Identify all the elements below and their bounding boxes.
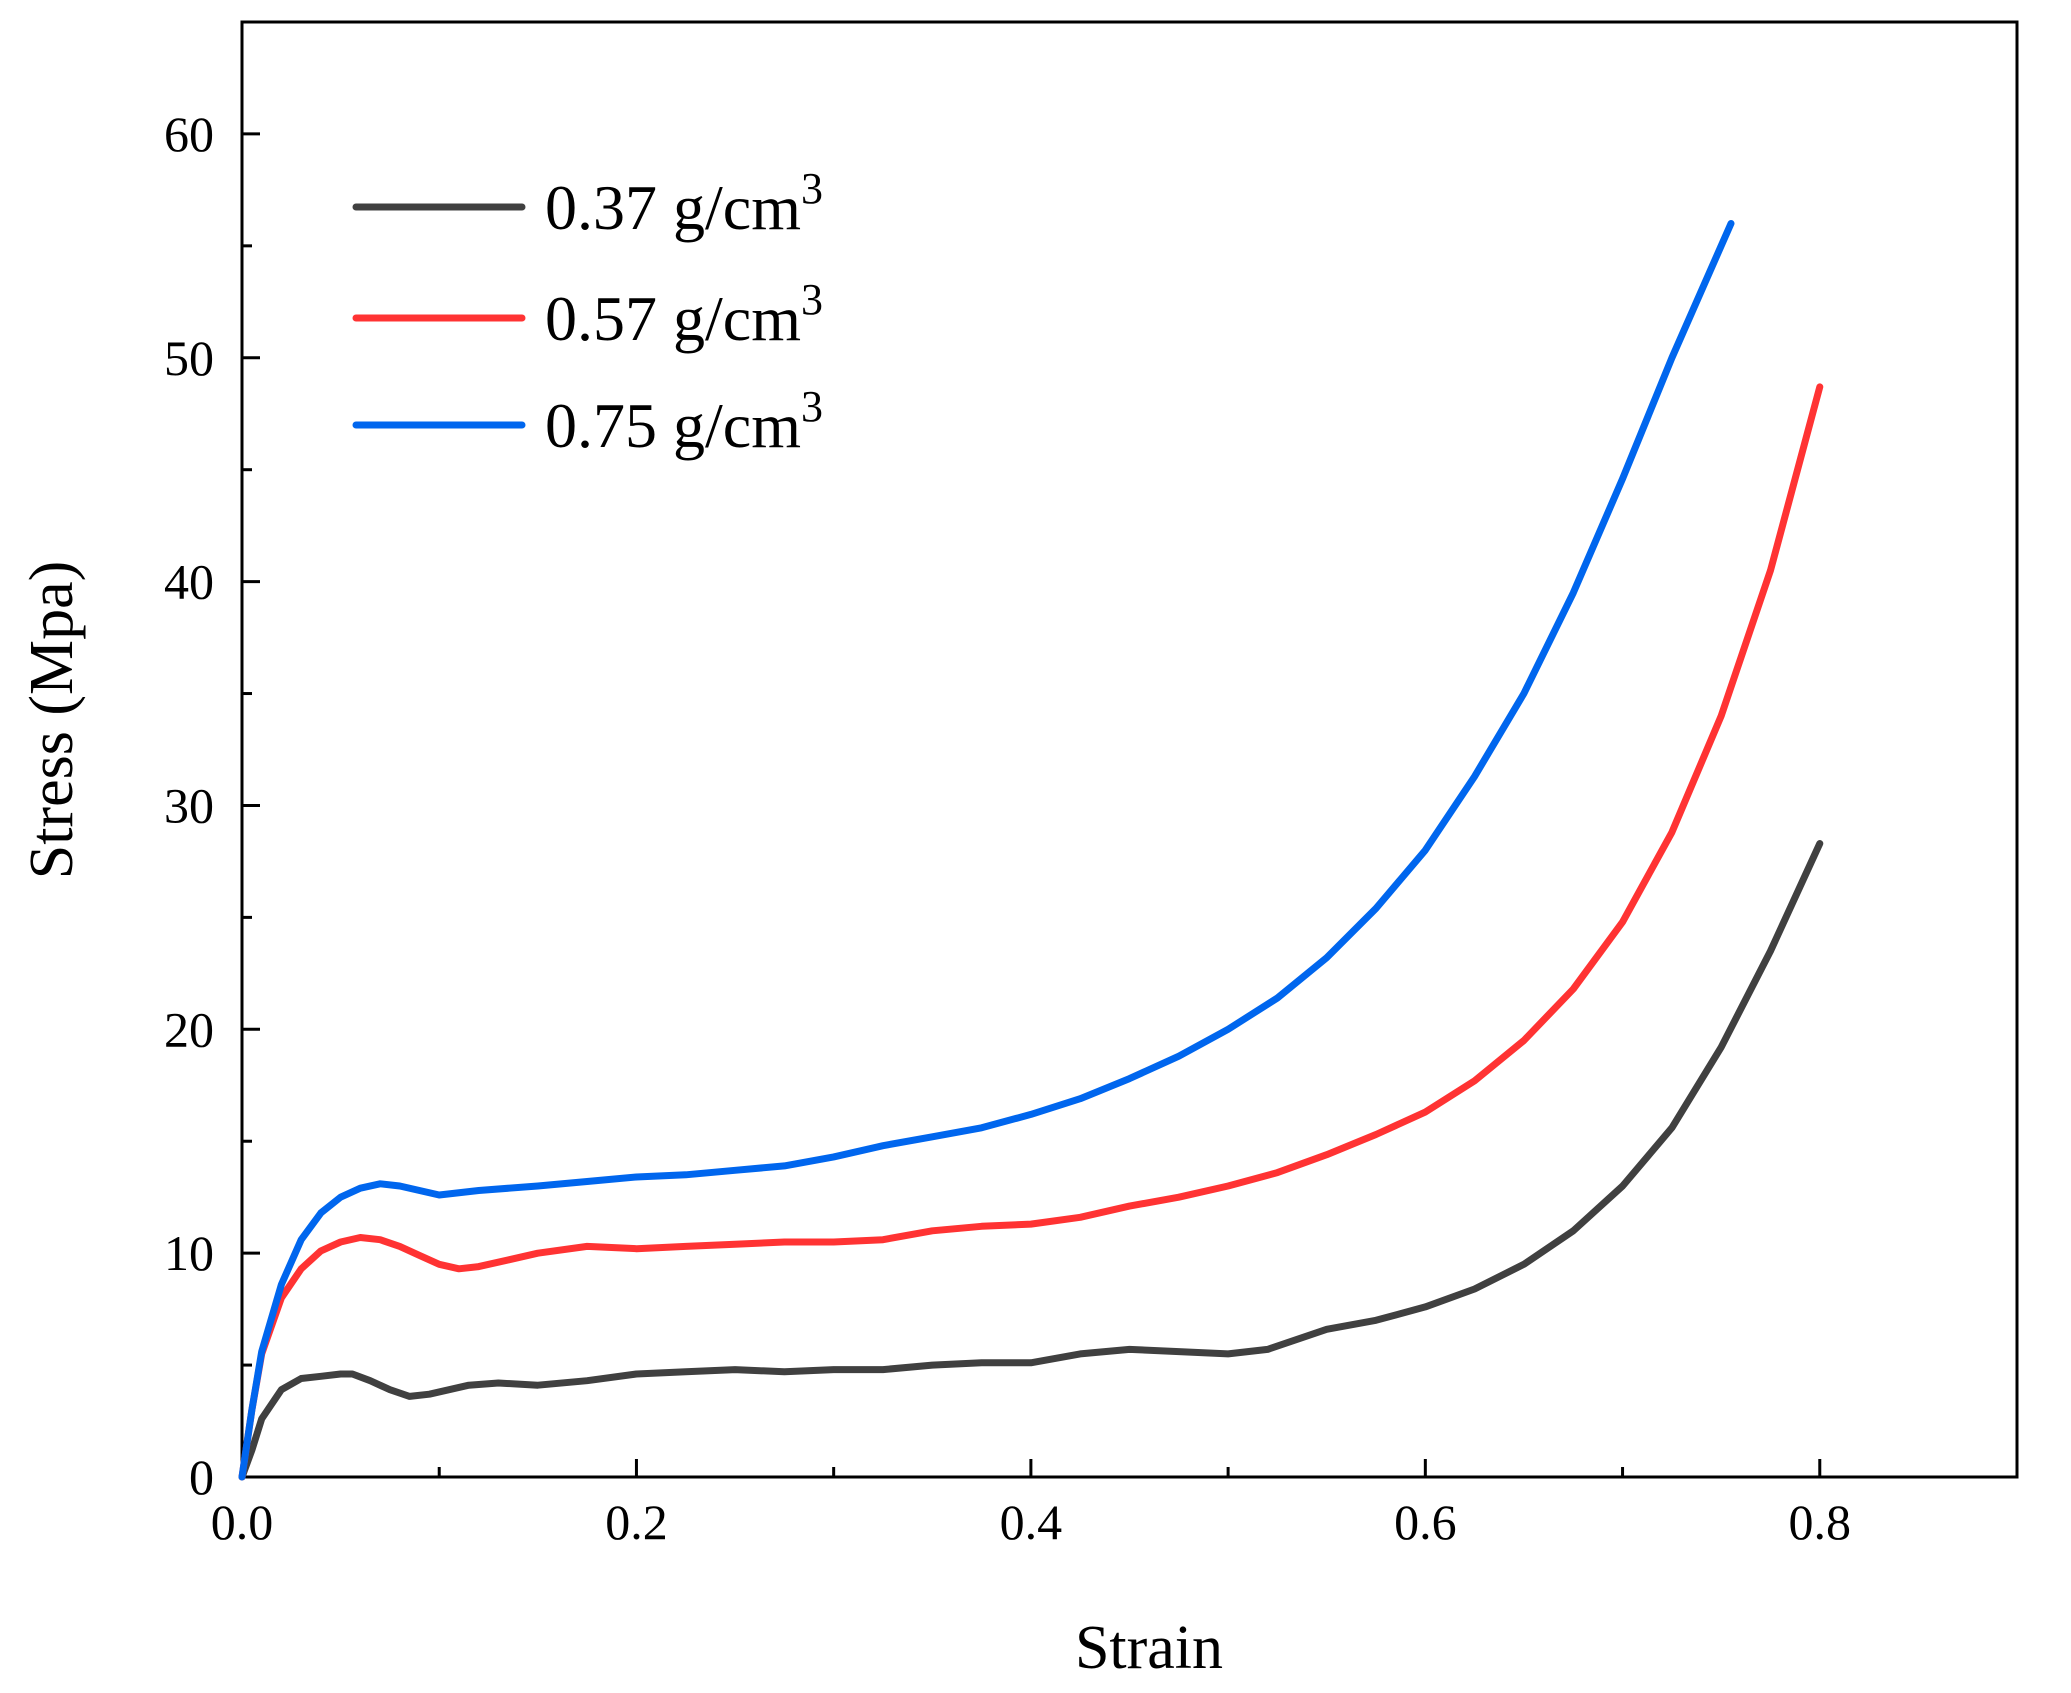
series-line-3 <box>238 220 1735 1481</box>
y-tick-label: 30 <box>164 777 214 833</box>
x-tick-label: 0.6 <box>1394 1494 1457 1550</box>
x-tick-label: 0.4 <box>1000 1494 1063 1550</box>
legend-label-superscript: 3 <box>801 382 823 431</box>
series-lines <box>238 220 1824 1481</box>
x-axis-tick-labels: 0.0 0.2 0.4 0.6 0.8 <box>211 1494 1851 1550</box>
y-tick-label: 0 <box>189 1449 214 1505</box>
legend-label-1: 0.37 g/cm3 <box>545 164 823 243</box>
legend-label-text: 0.75 g/cm <box>545 390 801 461</box>
legend-label-superscript: 3 <box>801 275 823 324</box>
y-tick-label: 60 <box>164 106 214 162</box>
legend-label-text: 0.57 g/cm <box>545 283 801 354</box>
plot-frame <box>240 20 2019 1479</box>
x-axis-title: Strain <box>1075 1614 1223 1682</box>
x-tick-label: 0.2 <box>605 1494 668 1550</box>
series-line-1 <box>238 840 1824 1481</box>
x-axis-ticks <box>240 1459 1822 1477</box>
y-tick-label: 20 <box>164 1001 214 1057</box>
x-tick-label: 0.8 <box>1789 1494 1852 1550</box>
legend-label-text: 0.37 g/cm <box>545 172 801 243</box>
y-tick-label: 40 <box>164 554 214 610</box>
y-tick-label: 50 <box>164 330 214 386</box>
y-axis-title: Stress (Mpa) <box>18 561 86 880</box>
y-tick-label: 10 <box>164 1225 214 1281</box>
x-tick-label: 0.0 <box>211 1494 274 1550</box>
legend-label-3: 0.75 g/cm3 <box>545 382 823 461</box>
y-axis-ticks <box>242 132 260 1479</box>
legend-label-2: 0.57 g/cm3 <box>545 275 823 354</box>
y-axis-tick-labels: 0 10 20 30 40 50 60 <box>164 106 214 1505</box>
legend-label-superscript: 3 <box>801 164 823 213</box>
series-line-2 <box>238 383 1824 1481</box>
